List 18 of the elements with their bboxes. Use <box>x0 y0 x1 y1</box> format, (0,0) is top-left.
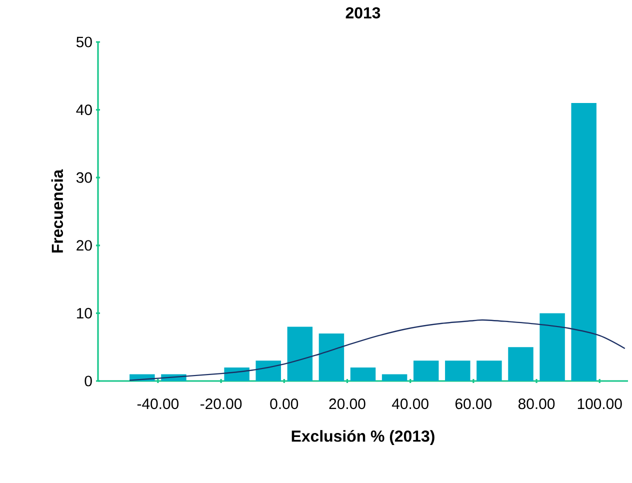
y-axis-title: Frecuencia <box>51 169 64 253</box>
x-tick-label: 60.00 <box>455 398 492 410</box>
chart-title: 2013 <box>346 7 380 18</box>
x-tick-label: 0.00 <box>270 398 298 410</box>
x-tick-label: 20.00 <box>329 398 366 410</box>
y-tick-label: 50 <box>76 36 92 48</box>
y-tick-label: 40 <box>76 104 92 116</box>
x-tick-label: -40.00 <box>137 398 179 410</box>
x-tick-label: 100.00 <box>578 398 622 410</box>
y-tick-label: 20 <box>76 240 92 251</box>
y-tick-label: 10 <box>77 308 92 318</box>
y-tick-label: 30 <box>76 172 92 183</box>
x-axis-title: Exclusión % (2013) <box>292 430 434 445</box>
x-tick-label: 80.00 <box>518 398 555 410</box>
x-tick-label: 40.00 <box>392 398 428 410</box>
line-series <box>128 319 626 381</box>
y-tick-label: 0 <box>84 376 92 386</box>
x-tick-label: -20.00 <box>200 398 242 410</box>
